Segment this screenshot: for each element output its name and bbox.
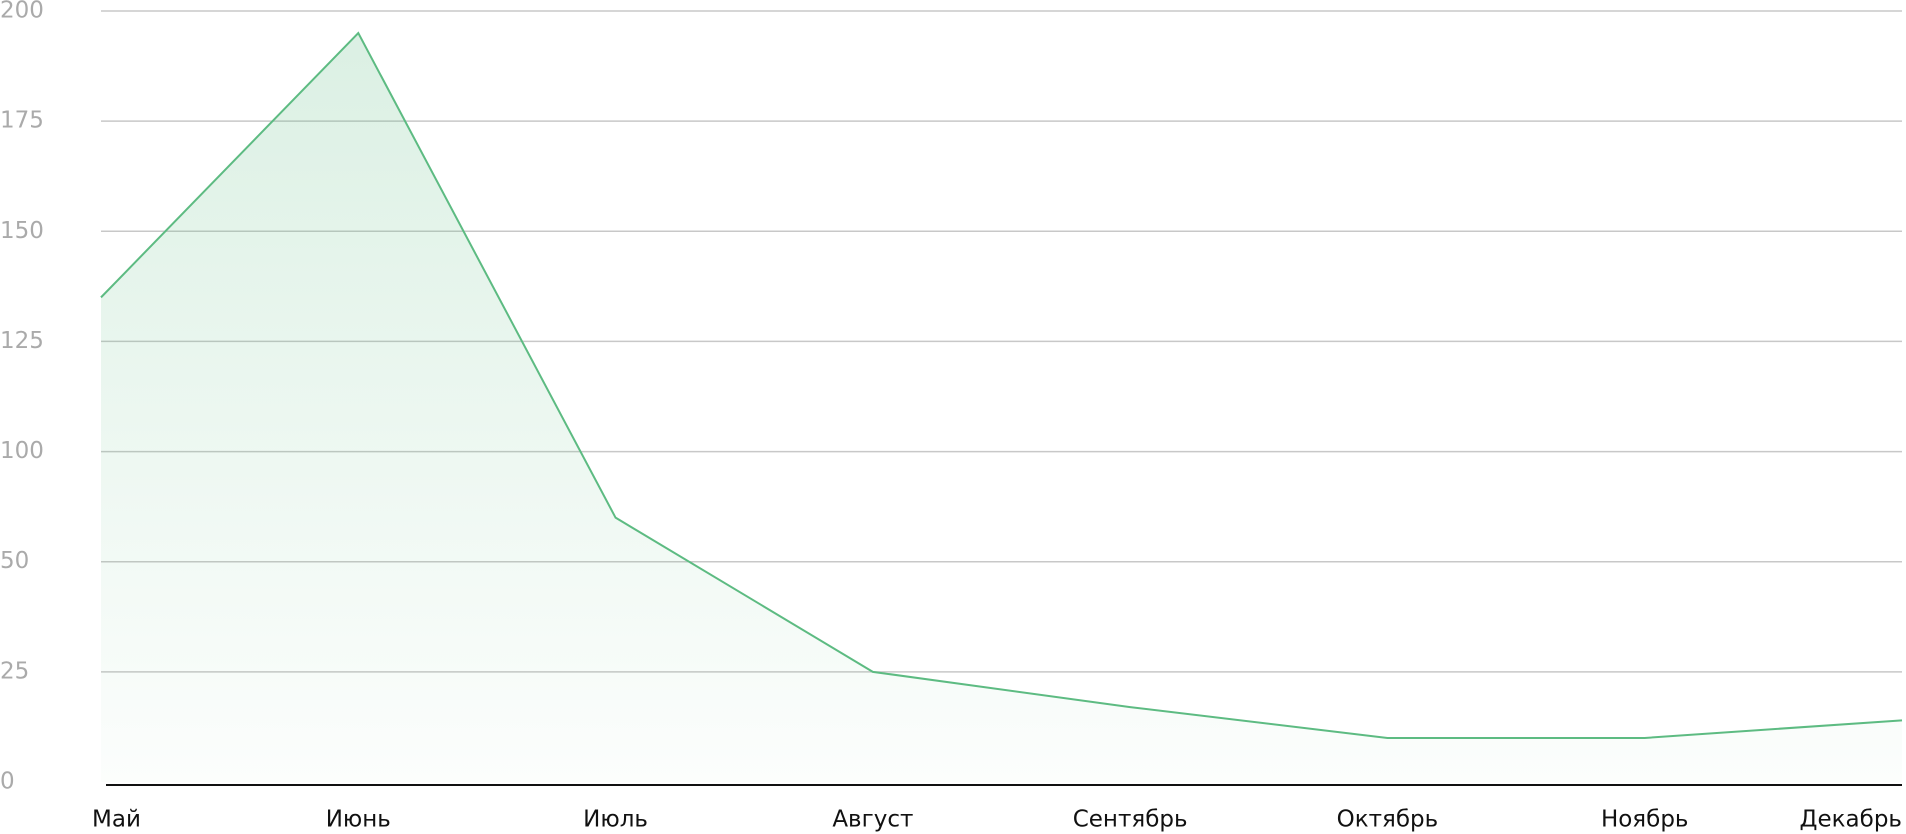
x-tick-label: Июнь	[326, 807, 391, 833]
y-tick-label: 150	[0, 218, 44, 244]
x-tick-label: Сентябрь	[1073, 807, 1188, 833]
y-tick-label: 50	[0, 548, 29, 574]
y-tick-label: 25	[0, 658, 29, 684]
y-tick-label: 125	[0, 328, 44, 354]
line	[100, 31, 1903, 739]
x-tick-label: Июль	[583, 807, 648, 833]
x-tick-label: Октябрь	[1337, 807, 1439, 833]
area-fill	[101, 33, 1902, 783]
y-tick-label: 175	[0, 108, 44, 134]
x-tick-label: Декабрь	[1800, 807, 1902, 833]
y-tick-label: 200	[0, 0, 44, 24]
y-tick-label: 100	[0, 438, 44, 464]
y-tick-label: 0	[0, 769, 15, 795]
x-tick-label: Ноябрь	[1601, 807, 1689, 833]
x-tick-label: Май	[92, 807, 141, 833]
x-tick-label: Август	[832, 807, 913, 833]
